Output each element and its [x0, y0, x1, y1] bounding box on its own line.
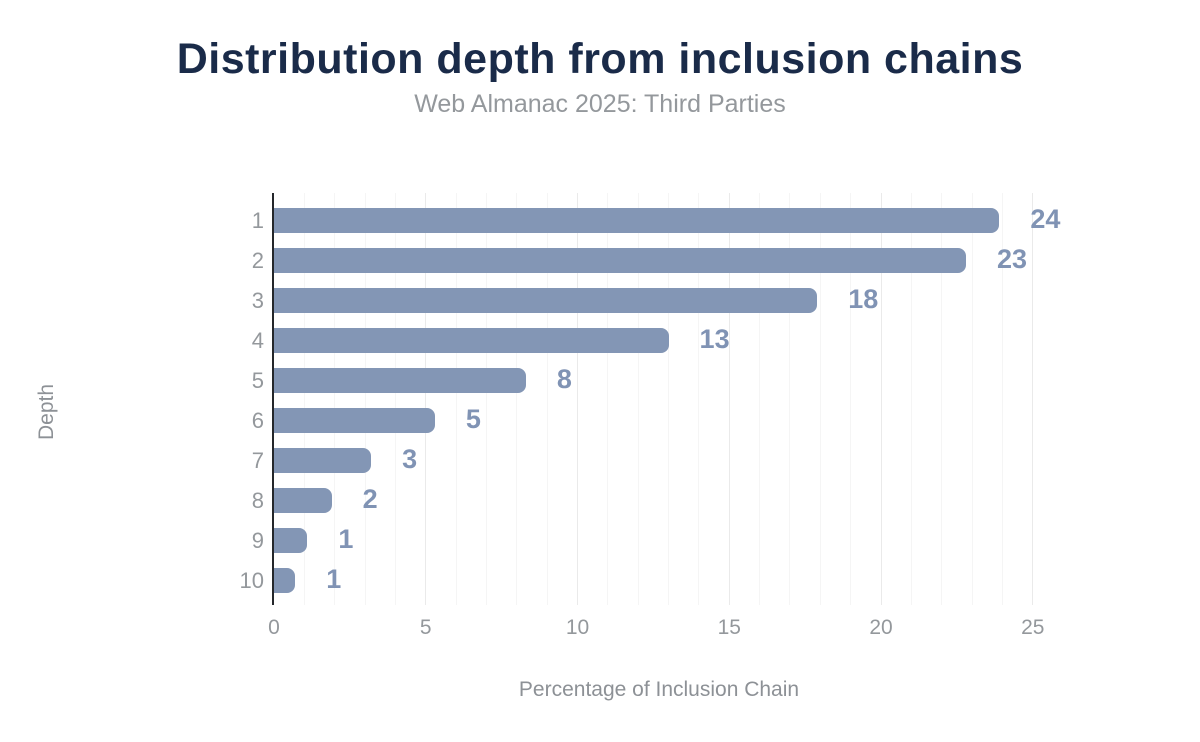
bar: [274, 408, 435, 433]
y-axis-tick-label: 10: [239, 568, 264, 593]
gridline: [941, 193, 943, 605]
bar: [274, 328, 669, 353]
bar: [274, 448, 372, 473]
plot-area: 24 23 18 13 8 5 3 2 1 1: [274, 193, 1060, 605]
bar-value-label: 2: [362, 484, 378, 514]
bar-value-label: 5: [465, 404, 481, 434]
gridline: [789, 193, 791, 605]
bar-value-label: 13: [699, 324, 730, 354]
gridline: [668, 193, 670, 605]
gridline: [728, 193, 730, 605]
y-axis-tick-label: 8: [251, 488, 264, 513]
bar-row: 1: [274, 561, 1044, 601]
bar-value-label: 18: [848, 284, 879, 314]
gridline: [1001, 193, 1003, 605]
y-axis-tick-label: 5: [251, 368, 264, 393]
x-axis-tick-label: 15: [717, 616, 741, 639]
gridline: [1032, 193, 1034, 605]
gridline: [910, 193, 912, 605]
bar-row: 13: [274, 321, 1044, 361]
x-axis-tick-label: 5: [419, 616, 432, 639]
bar-row: 2: [274, 481, 1044, 521]
y-axis-tick-label: 3: [251, 288, 264, 313]
y-axis-tick-label: 7: [251, 448, 264, 473]
gridline: [394, 193, 396, 605]
x-axis-tick-label: 0: [268, 616, 280, 639]
bar: [274, 248, 966, 273]
gridline: [364, 193, 366, 605]
bar-value-label: 24: [1030, 204, 1061, 234]
bar: [274, 368, 526, 393]
bar-row: 3: [274, 441, 1044, 481]
gridline: [637, 193, 639, 605]
gridline: [546, 193, 548, 605]
x-axis-title: Percentage of Inclusion Chain: [518, 678, 800, 701]
bar: [274, 488, 332, 513]
bar: [274, 208, 1000, 233]
gridline: [607, 193, 609, 605]
y-axis-tick-label: 6: [251, 408, 264, 433]
chart-title: Distribution depth from inclusion chains: [176, 35, 1024, 83]
gridline: [303, 193, 305, 605]
bar-row: 23: [274, 241, 1044, 281]
bar: [274, 568, 296, 593]
x-axis-tick-label: 20: [869, 616, 893, 639]
gridline: [485, 193, 487, 605]
x-axis-tick-label: 25: [1021, 616, 1045, 639]
bar-value-label: 23: [996, 244, 1028, 274]
y-axis-line: [272, 193, 274, 605]
gridline: [425, 193, 427, 605]
y-axis-tick-label: 2: [251, 248, 264, 273]
bar-value-label: 3: [402, 444, 418, 474]
bar-row: 24: [274, 201, 1060, 241]
gridline: [759, 193, 761, 605]
bar-value-label: 1: [326, 564, 342, 594]
gridline: [698, 193, 700, 605]
x-axis-tick-label: 10: [565, 616, 590, 639]
gridline: [334, 193, 336, 605]
y-axis-tick-label: 1: [251, 208, 264, 233]
bar-row: 8: [274, 361, 1044, 401]
gridline: [819, 193, 821, 605]
bar: [274, 288, 818, 313]
y-axis-tick-label: 4: [251, 328, 264, 353]
bar-row: 5: [274, 401, 1044, 441]
bar-row: 1: [274, 521, 1044, 561]
x-axis-tick-labels: 0 5 10 15 20 25: [268, 616, 1045, 640]
bar-row: 18: [274, 281, 1044, 321]
gridline: [516, 193, 518, 605]
bar-value-label: 8: [556, 364, 572, 394]
gridline: [880, 193, 882, 605]
gridline: [455, 193, 457, 605]
chart-subtitle: Web Almanac 2025: Third Parties: [414, 90, 786, 118]
gridline: [577, 193, 578, 605]
bar: [274, 528, 308, 553]
bar-value-label: 1: [338, 524, 354, 554]
y-axis-tick-label: 9: [251, 528, 264, 553]
gridline: [971, 193, 973, 605]
gridline: [850, 193, 852, 605]
